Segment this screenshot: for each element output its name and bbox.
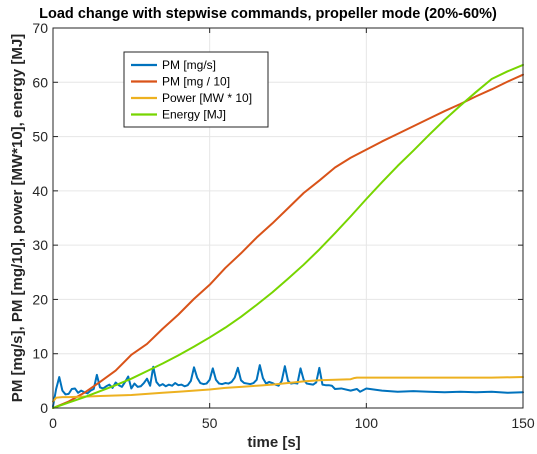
y-tick-label-4: 40: [32, 183, 48, 199]
plot-area: [52, 63, 524, 409]
series-line-2: [52, 376, 524, 403]
chart-title: Load change with stepwise commands, prop…: [39, 6, 497, 22]
x-axis-label: time [s]: [247, 434, 300, 451]
legend: PM [mg/s] PM [mg / 10] Power [MW * 10] Ener…: [123, 51, 269, 128]
x-tick-label-1: 50: [202, 415, 218, 431]
x-tick-label-3: 150: [511, 415, 535, 431]
y-tick-label-3: 30: [32, 237, 48, 253]
series-line-3: [52, 63, 524, 409]
y-tick-label-6: 60: [32, 74, 48, 90]
y-tick-label-2: 20: [32, 291, 48, 307]
axes: [52, 27, 524, 409]
series-line-0: [52, 364, 524, 408]
y-tick-label-1: 10: [32, 346, 48, 362]
legend-label-3: Energy [MJ]: [162, 108, 226, 122]
x-tick-label-0: 0: [49, 415, 57, 431]
y-tick-label-0: 0: [40, 400, 48, 416]
y-axis-label: PM [mg/s], PM [mg/10], power [MW*10], en…: [9, 34, 26, 402]
x-tick-label-2: 100: [355, 415, 379, 431]
tick-labels: 0 50 100 150 0 10 20 30 40 50 60 70: [32, 20, 534, 431]
legend-label-2: Power [MW * 10]: [162, 91, 252, 105]
y-tick-label-5: 50: [32, 129, 48, 145]
series-line-1: [52, 73, 524, 409]
y-tick-label-7: 70: [32, 20, 48, 36]
axes-box: [52, 27, 524, 409]
legend-label-0: PM [mg/s]: [162, 58, 216, 72]
legend-label-1: PM [mg / 10]: [162, 75, 230, 89]
